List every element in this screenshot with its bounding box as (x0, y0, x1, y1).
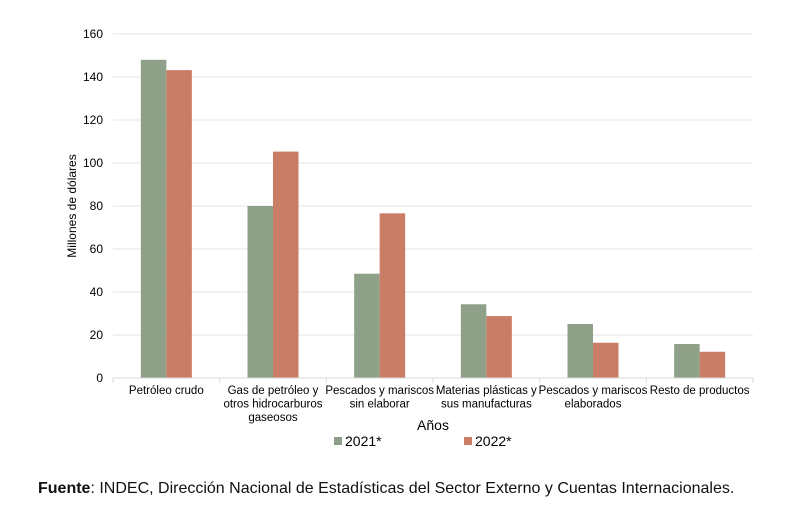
x-category-label-line: elaborados (565, 399, 622, 411)
x-category-label-line: Resto de productos (650, 385, 750, 397)
gridlines (113, 33, 753, 336)
bar-2021-4 (567, 324, 593, 378)
bar-2021-2 (354, 273, 380, 378)
bar-2022-0 (166, 70, 192, 379)
y-tick-label: 160 (83, 27, 103, 41)
y-tick-label: 0 (96, 371, 103, 385)
x-category-label: Materias plásticas y sus manufacturas (436, 385, 537, 411)
bar-2022-1 (273, 151, 299, 378)
x-category-label: Resto de productos (650, 385, 750, 397)
bar-2021-3 (460, 304, 487, 378)
x-category-label-line: Pescados y mariscos (325, 385, 434, 397)
legend-label-2021: 2021* (345, 433, 382, 449)
x-category-label-line: Gas de petróleo y (228, 385, 319, 397)
legend-swatch-2022 (464, 437, 472, 445)
bar-2022-2 (379, 213, 406, 378)
y-axis-label: Millones de dólares (65, 154, 79, 257)
y-tick-label: 40 (90, 285, 104, 299)
x-category-label: Pescados y mariscos elaborados (539, 385, 648, 411)
x-category-label-line: Materias plásticas y (436, 385, 537, 397)
y-axis-ticks: 0 20 40 60 80 100 120 140 160 (83, 27, 103, 385)
bar-2022-4 (593, 342, 619, 378)
x-category-label: Gas de petróleo y otros hidrocarburos gase… (223, 385, 322, 424)
bar-2021-0 (140, 59, 167, 379)
bar-2022-5 (699, 351, 726, 378)
bar-chart: 0 20 40 60 80 100 120 140 160 Petróleo crudo Gas … (65, 27, 754, 449)
y-tick-label: 80 (90, 199, 104, 213)
x-category-label: Pescados y mariscos sin elaborar (325, 385, 434, 411)
source-text: : INDEC, Dirección Nacional de Estadísti… (90, 480, 735, 497)
legend-swatch-2021 (334, 437, 342, 445)
source-label: Fuente (38, 480, 91, 497)
x-category-label-line: sin elaborar (350, 399, 410, 411)
y-tick-label: 60 (90, 242, 104, 256)
bar-2022-3 (486, 316, 512, 378)
bar-2021-5 (674, 344, 700, 378)
x-category-label-line: sus manufacturas (441, 399, 532, 411)
legend: 2021* 2022* (334, 433, 512, 449)
x-category-label-line: Pescados y mariscos (539, 385, 648, 397)
x-axis-tick-marks (112, 378, 754, 383)
bars (140, 59, 726, 379)
x-axis-label: Años (417, 417, 449, 433)
x-category-label-line: gaseosos (248, 412, 297, 424)
y-tick-label: 120 (83, 113, 103, 127)
x-category-label-line: otros hidrocarburos (223, 399, 322, 411)
source-note: Fuente: INDEC, Dirección Nacional de Est… (38, 480, 734, 498)
y-tick-label: 20 (90, 328, 104, 342)
legend-label-2022: 2022* (475, 433, 512, 449)
x-category-label-line: Petróleo crudo (129, 385, 204, 397)
x-axis-category-labels: Petróleo crudo Gas de petróleo y otros hid… (129, 385, 750, 424)
x-category-label: Petróleo crudo (129, 385, 204, 397)
bar-2021-1 (247, 206, 273, 378)
y-tick-label: 100 (83, 156, 103, 170)
y-tick-label: 140 (83, 70, 103, 84)
